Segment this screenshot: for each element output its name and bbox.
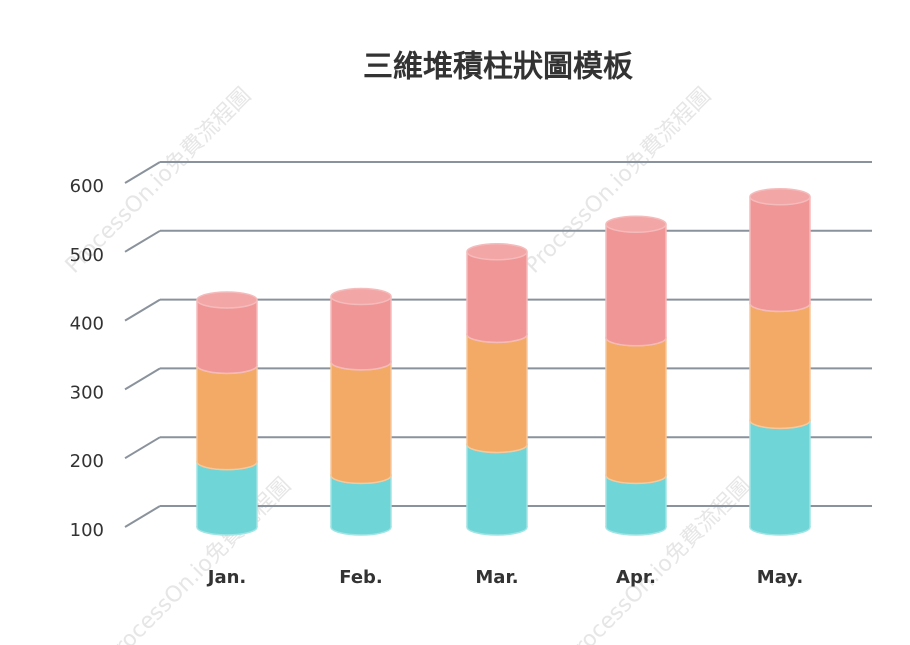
- y-tick-label: 100: [70, 520, 104, 541]
- cylinder-segment: [749, 411, 811, 536]
- x-tick-label: Jan.: [206, 567, 247, 588]
- grid-line: [124, 505, 161, 528]
- y-tick-label: 200: [70, 451, 104, 472]
- grid-line: [124, 161, 161, 184]
- cylinder-body: [750, 420, 810, 527]
- cylinder-top: [196, 291, 258, 309]
- chart-title: 三維堆積柱狀圖模板: [363, 50, 633, 85]
- cylinder-segment: [466, 325, 528, 454]
- cylinder-top: [330, 287, 392, 306]
- cylinder-body: [467, 251, 527, 335]
- cylinder-top: [749, 188, 811, 206]
- cylinder-body: [331, 296, 391, 362]
- x-tick-label: Feb.: [339, 567, 383, 588]
- cylinder-segment: [196, 291, 258, 375]
- cylinder-segment: [749, 294, 811, 430]
- y-tick-label: 300: [70, 382, 104, 403]
- grid-line: [124, 229, 161, 253]
- cylinder-segment: [605, 215, 667, 347]
- cylinder-body: [331, 361, 391, 476]
- y-tick-label: 500: [70, 245, 104, 266]
- cylinder-body: [750, 196, 810, 304]
- cylinder-segment: [466, 243, 528, 344]
- cylinder-body: [606, 337, 666, 476]
- cylinder-body: [750, 303, 810, 421]
- cylinder-body: [197, 461, 257, 527]
- cylinder-top: [466, 243, 528, 261]
- cylinder-segment: [749, 188, 811, 313]
- cylinder-body: [606, 224, 666, 338]
- y-tick-label: 400: [70, 314, 104, 335]
- grid-line: [124, 367, 161, 391]
- x-tick-label: Mar.: [475, 567, 518, 588]
- x-tick-label: May.: [757, 567, 803, 588]
- cylinder-segment: [466, 435, 528, 536]
- grid-line: [124, 298, 161, 322]
- cylinder-body: [197, 365, 257, 462]
- cylinder-segment: [330, 287, 392, 371]
- cylinder-segment: [605, 329, 667, 485]
- cylinder-segment: [196, 356, 258, 471]
- cylinder-body: [467, 444, 527, 527]
- x-tick-label: Apr.: [616, 567, 656, 588]
- cylinder-body: [467, 334, 527, 445]
- cylinder-body: [197, 299, 257, 366]
- cylinder-segment: [330, 353, 392, 485]
- cylinder-top: [605, 215, 667, 234]
- grid-line: [124, 436, 161, 460]
- y-tick-label: 600: [70, 176, 104, 197]
